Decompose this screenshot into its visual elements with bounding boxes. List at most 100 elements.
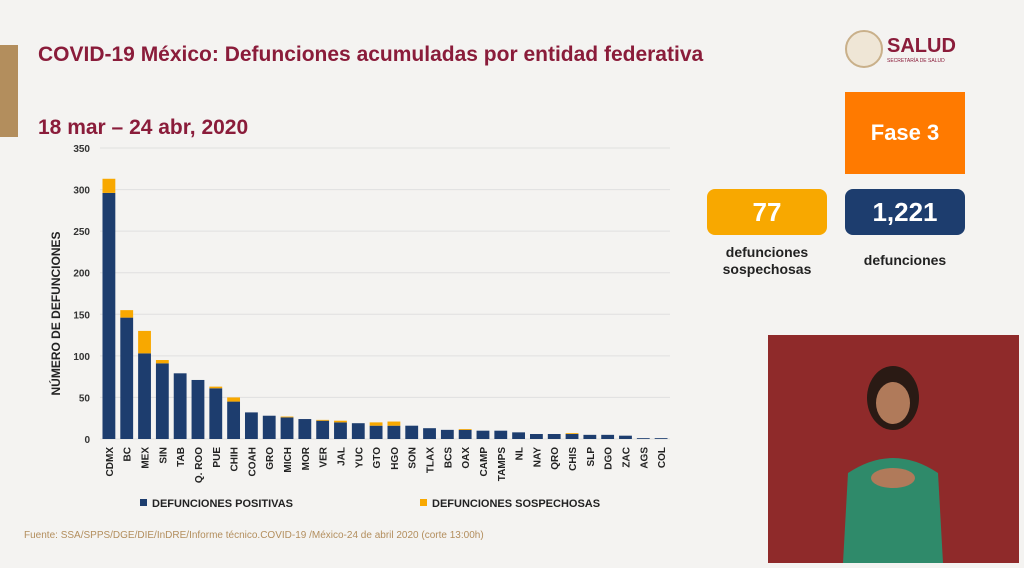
legend-swatch [140,499,147,506]
bar-chart: 0 50 100 150 200 250 300 350 NÚMERO DE DEFUNCION… [48,144,670,510]
bar-positive [262,415,276,439]
x-tick-label: NL [515,447,526,460]
y-tick-label: 50 [79,393,91,404]
bar-positive [209,388,223,439]
bar-positive [387,425,401,439]
x-tick-label: BCS [443,447,454,468]
x-tick-label: GTO [372,447,383,469]
x-tick-label: DGO [604,447,615,470]
bar-suspected [209,386,223,389]
bar-positive [601,434,615,439]
x-tick-label: TLAX [426,447,437,473]
bar-positive [440,429,454,439]
x-tick-label: MEX [141,447,152,469]
source-note: Fuente: SSA/SPPS/DGE/DIE/InDRE/Informe t… [24,530,484,541]
bar-positive [120,317,134,439]
bar-positive [654,438,668,439]
x-tick-label: SIN [158,447,169,464]
phase-badge: Fase 3 [845,92,965,174]
y-tick-label: 200 [73,269,90,280]
bar-positive [298,419,312,439]
x-tick-label: YUC [354,447,365,468]
x-tick-label: HGO [390,447,401,470]
bar-positive [458,429,472,439]
bar-positive [316,420,330,439]
y-tick-label: 350 [73,144,90,155]
bar-positive [405,425,419,439]
x-tick-label: CAMP [479,447,490,477]
x-tick-label: GRO [265,447,276,470]
y-tick-label: 0 [84,435,90,446]
bar-positive [138,353,151,439]
logo-text: SALUD [887,34,956,57]
y-axis-label: NÚMERO DE DEFUNCIONES [48,231,63,395]
bar-positive [102,192,116,439]
seal-icon [845,30,883,68]
bar-positive [280,417,294,439]
accent-bar [0,45,18,137]
total-deaths-label: defunciones [863,252,947,268]
bar-positive [636,438,650,439]
x-tick-label: QRO [550,447,561,470]
bar-positive [173,373,187,439]
bar-positive [529,434,543,439]
legend-label: DEFUNCIONES POSITIVAS [152,498,293,510]
bar-positive [191,379,205,439]
date-range: 18 mar – 24 abr, 2020 [38,116,249,139]
bar-suspected [120,310,134,318]
x-tick-label: SON [408,447,419,469]
x-tick-label: BC [123,447,134,461]
y-tick-label: 150 [73,310,90,321]
legend-swatch [420,499,427,506]
bar-suspected [369,422,383,426]
y-tick-label: 300 [73,186,90,197]
x-tick-label: PUE [212,447,223,468]
bar-positive [423,428,436,439]
bar-suspected [280,416,294,418]
x-tick-label: TAB [176,447,187,467]
x-tick-label: ZAC [621,447,632,468]
bar-suspected [458,429,472,430]
y-tick-label: 100 [73,352,90,363]
bar-suspected [334,420,347,423]
page-title: COVID-19 México: Defunciones acumuladas … [38,43,704,66]
bar-positive [547,434,561,439]
bar-positive [619,435,632,439]
x-tick-label: NAY [532,447,543,468]
salud-logo: SALUD SECRETARÍA DE SALUD [845,30,956,68]
x-tick-label: CHIH [230,447,241,471]
x-tick-label: Q. ROO [194,447,205,483]
x-tick-label: CDMX [105,447,116,477]
bar-positive [512,432,526,439]
bar-positive [369,425,383,439]
x-tick-label: MICH [283,447,294,473]
sign-language-video [768,335,1019,563]
bar-positive [476,430,490,439]
bar-positive [565,434,579,439]
bar-positive [583,434,597,439]
bar-positive [494,430,508,439]
x-tick-label: JAL [336,447,347,466]
logo-subtext: SECRETARÍA DE SALUD [887,57,945,64]
x-tick-label: OAX [461,447,472,469]
suspected-deaths-label: defunciones sospechosas [722,244,812,277]
x-tick-label: CHIS [568,447,579,471]
suspected-deaths-value: 77 [707,189,827,235]
bar-positive [334,422,347,439]
interpreter-figure [843,366,943,563]
bar-suspected [316,419,330,421]
bar-suspected [138,330,151,354]
bar-suspected [565,433,579,435]
x-tick-label: SLP [586,447,597,467]
bar-suspected [102,178,116,193]
y-tick-label: 250 [73,227,90,238]
x-tick-label: VER [319,446,330,467]
bar-suspected [155,360,169,364]
total-deaths-value: 1,221 [845,189,965,235]
bar-suspected [387,421,401,426]
bar-suspected [227,397,241,402]
x-tick-label: COL [657,447,668,468]
bar-positive [155,363,169,439]
x-tick-label: COAH [247,447,258,476]
x-tick-label: MOR [301,446,312,470]
